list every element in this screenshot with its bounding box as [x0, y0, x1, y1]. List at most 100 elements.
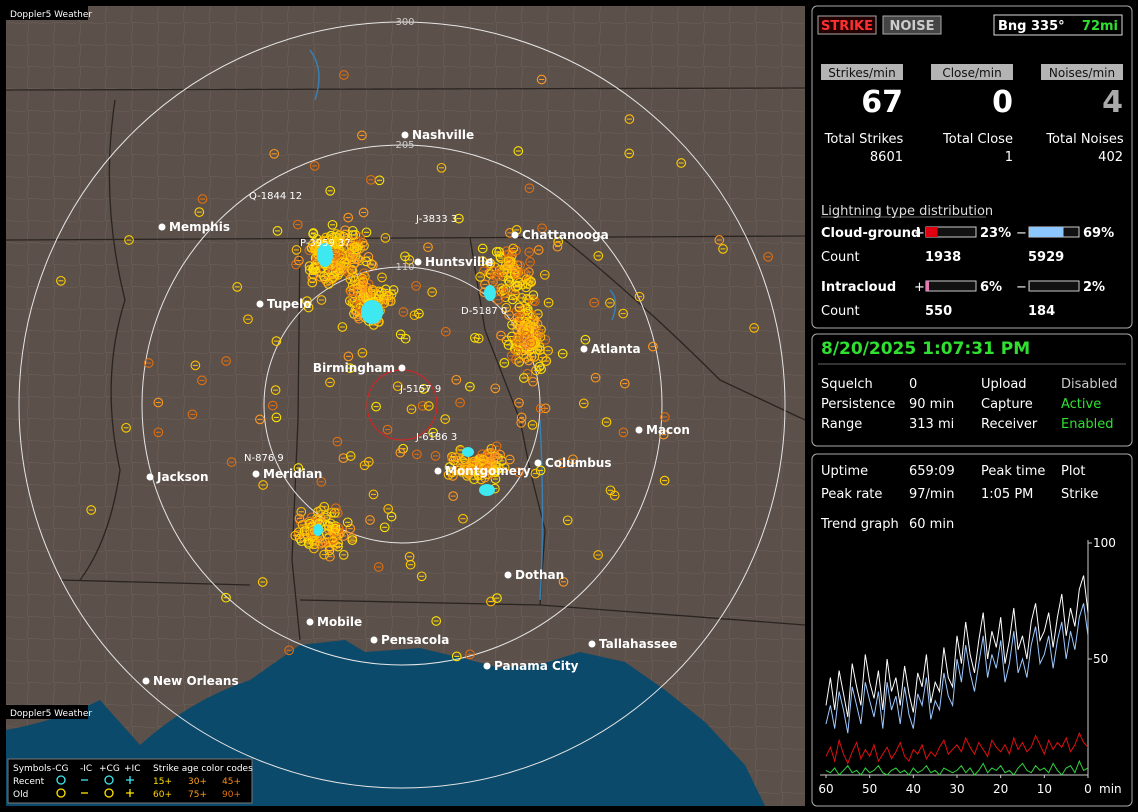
count: 550 — [925, 304, 952, 319]
strike — [532, 319, 543, 329]
strike — [428, 427, 439, 438]
legend-symbols — [56, 775, 134, 798]
strike — [258, 480, 268, 490]
strike — [430, 451, 441, 461]
strike — [516, 417, 527, 428]
strike — [484, 268, 495, 279]
strike — [718, 244, 728, 254]
x-tick-label: 10 — [1037, 782, 1052, 796]
count-label: Count — [821, 304, 860, 319]
strike — [508, 243, 519, 254]
strike — [568, 454, 578, 465]
title-box — [6, 6, 88, 20]
strike — [455, 397, 465, 408]
strike — [373, 562, 384, 572]
legend-row: Recent — [13, 777, 45, 787]
strike-button-label: STRIKE — [821, 19, 873, 34]
strike — [552, 241, 563, 252]
stats-cell: 97/min — [909, 487, 954, 502]
strike — [333, 239, 344, 250]
city-label: Huntsville — [425, 255, 493, 269]
status-cell: Disabled — [1061, 377, 1117, 392]
bearing: Bng 335° — [998, 19, 1065, 34]
strike — [358, 207, 369, 218]
strike — [618, 308, 629, 319]
strike — [540, 334, 551, 345]
strike — [353, 253, 363, 264]
strike — [452, 455, 463, 466]
strike — [474, 454, 484, 464]
strike — [346, 286, 356, 297]
strike-button[interactable] — [817, 15, 877, 35]
strike — [524, 247, 535, 257]
city-dot — [146, 473, 154, 481]
ring-label: 205 — [395, 140, 414, 151]
strike — [338, 550, 349, 560]
strike — [325, 551, 335, 562]
strike — [323, 524, 334, 534]
strike — [303, 302, 314, 313]
city-label: Mobile — [317, 615, 362, 629]
strike — [284, 645, 294, 656]
strike — [533, 245, 544, 255]
strike — [499, 462, 510, 473]
strike — [477, 449, 488, 460]
strike — [153, 397, 164, 408]
strike — [328, 534, 339, 544]
strike — [124, 235, 134, 245]
strike-cluster — [462, 447, 474, 457]
strike — [478, 455, 489, 465]
strike — [514, 302, 525, 313]
strike — [319, 501, 330, 512]
city-dot — [256, 300, 264, 308]
rate-header: Noises/min — [1049, 66, 1115, 80]
strike — [316, 505, 326, 516]
strike — [121, 422, 131, 433]
status-cell: 0 — [909, 377, 917, 392]
strike — [496, 283, 507, 294]
strike — [343, 351, 354, 362]
strike — [332, 436, 343, 447]
strike — [226, 457, 237, 467]
strike — [317, 537, 328, 548]
strike — [517, 293, 527, 303]
strike — [524, 183, 535, 194]
city-label: Nashville — [412, 128, 474, 142]
status-cell: Persistence — [821, 397, 895, 412]
strike — [363, 456, 374, 467]
strike — [504, 277, 515, 287]
bearing-box — [993, 14, 1123, 36]
total-label: Total Close — [942, 132, 1013, 147]
age-code: 90+ — [222, 790, 241, 800]
strike — [197, 194, 208, 204]
strike — [416, 571, 427, 582]
type-name: Intracloud — [821, 280, 896, 295]
strike — [365, 515, 375, 525]
noise-button[interactable] — [882, 15, 942, 35]
strike — [514, 467, 524, 478]
total-value: 8601 — [870, 150, 903, 165]
storm-label: 4 — [487, 257, 493, 268]
total-label: Total Strikes — [824, 132, 904, 147]
city-dot — [588, 640, 596, 648]
strike — [605, 298, 615, 308]
watermark-box — [6, 705, 88, 719]
strike — [348, 293, 359, 304]
strike — [589, 297, 599, 308]
strike — [528, 295, 538, 306]
strike — [343, 212, 354, 223]
strike — [648, 341, 658, 352]
strike — [293, 463, 304, 473]
strike — [504, 310, 514, 320]
strike — [323, 279, 334, 289]
strike — [658, 429, 669, 440]
city-label: Tupelo — [267, 297, 312, 311]
stats-panel — [811, 453, 1133, 807]
trend-window: 60 min — [909, 517, 954, 532]
strike — [465, 649, 475, 660]
strike — [543, 297, 554, 308]
strike — [473, 333, 484, 344]
city-label: Panama City — [494, 659, 579, 673]
city-dot — [483, 662, 491, 670]
strike — [525, 257, 535, 267]
